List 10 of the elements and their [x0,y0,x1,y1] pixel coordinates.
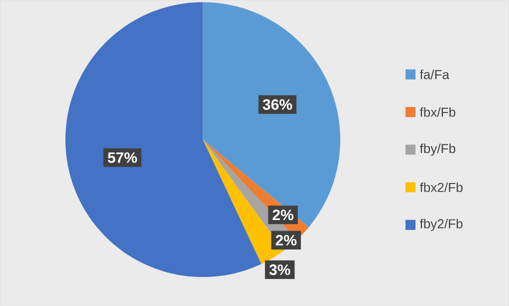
data-label: 2% [272,209,294,220]
legend-label: fbx2/Fb [420,182,462,192]
legend-label: fa/Fa [420,69,450,80]
data-label: 2% [276,234,296,246]
legend-label: fbx/Fb [420,107,456,117]
legend-label: fby/Fb [420,143,456,156]
legend-label: fby2/Fb [420,218,462,231]
data-label: 36% [262,99,292,110]
data-label: 57% [108,152,137,163]
data-label: 3% [269,264,290,275]
